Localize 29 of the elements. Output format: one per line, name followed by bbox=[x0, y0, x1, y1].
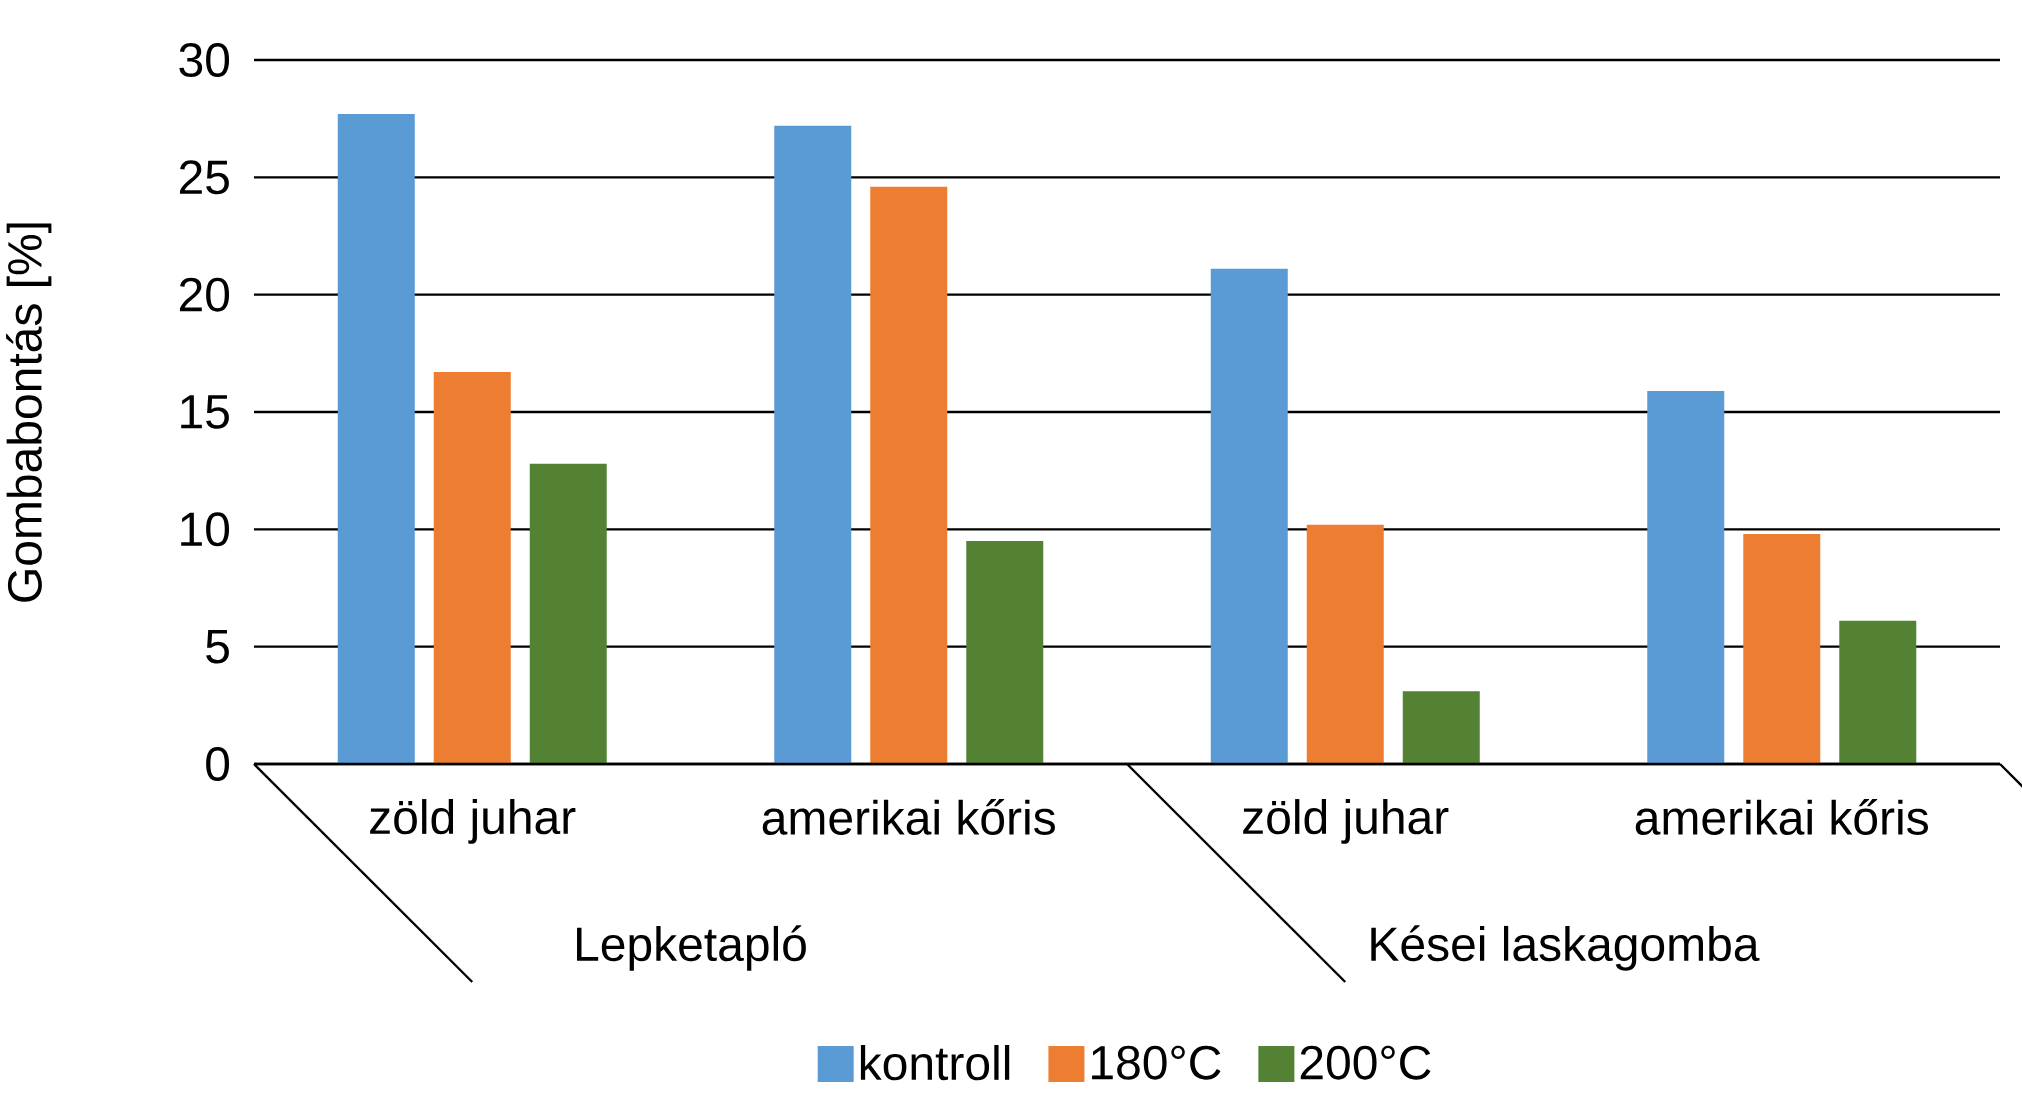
y-tick-label: 15 bbox=[181, 395, 229, 429]
bar bbox=[774, 125, 852, 765]
bar bbox=[1306, 524, 1384, 765]
x-tick-label: zöld juhar bbox=[1243, 799, 1449, 844]
y-tick-label: 30 bbox=[179, 43, 230, 77]
legend-label: 200°C bbox=[1300, 1045, 1431, 1080]
bar bbox=[337, 113, 415, 765]
x-tick-label: amerikai kőris bbox=[762, 799, 1055, 835]
bar bbox=[1743, 534, 1821, 765]
bar bbox=[529, 463, 607, 765]
bar bbox=[433, 372, 511, 765]
bar bbox=[966, 541, 1044, 765]
bar bbox=[1647, 390, 1725, 765]
x-tick-label: zöld juhar bbox=[370, 799, 576, 844]
x-tick-label: amerikai kőris bbox=[1635, 799, 1928, 835]
bar bbox=[1402, 691, 1480, 765]
text: Kései laskagomba bbox=[1371, 925, 1760, 971]
text: Lepketapló bbox=[577, 925, 806, 971]
y-tick-label: 25 bbox=[179, 160, 229, 195]
y-tick-label: 0 bbox=[206, 747, 230, 781]
y-axis-title: Gombabontás [%] bbox=[6, 223, 52, 602]
y-tick-label: 10 bbox=[181, 512, 230, 547]
bar bbox=[1210, 268, 1288, 765]
legend-label: kontroll bbox=[860, 1045, 1010, 1081]
bar bbox=[870, 186, 948, 765]
legend-label: 180°C bbox=[1092, 1045, 1221, 1080]
y-tick-label: 5 bbox=[206, 629, 229, 664]
bar bbox=[1839, 620, 1917, 765]
y-tick-label: 20 bbox=[179, 277, 230, 312]
